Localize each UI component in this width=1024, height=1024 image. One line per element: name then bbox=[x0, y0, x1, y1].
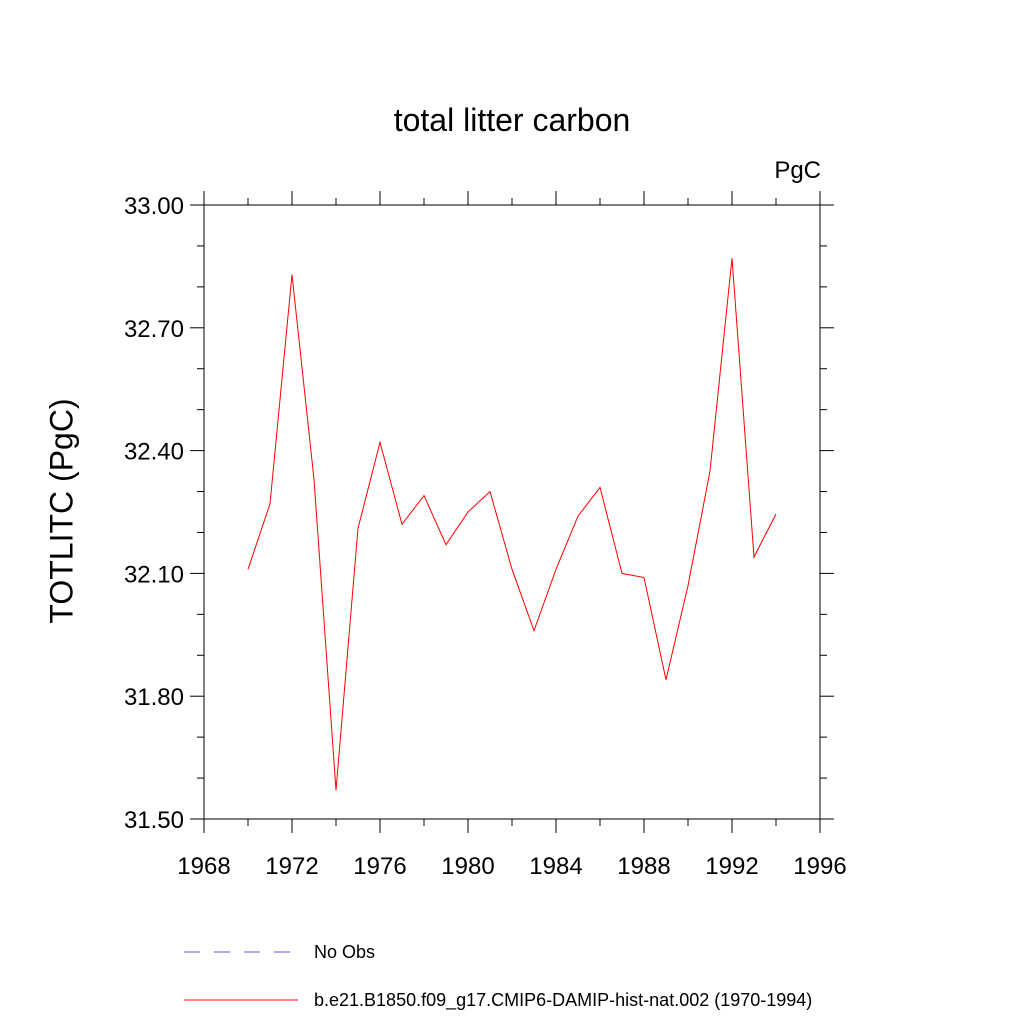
x-tick-label: 1996 bbox=[793, 853, 846, 880]
y-tick-label: 33.00 bbox=[124, 193, 184, 220]
x-tick-label: 1988 bbox=[617, 853, 670, 880]
chart-title: total litter carbon bbox=[393, 102, 631, 138]
x-tick-label: 1972 bbox=[265, 853, 318, 880]
legend: No Obs b.e21.B1850.f09_g17.CMIP6-DAMIP-hi… bbox=[184, 942, 812, 1011]
x-tick-label: 1980 bbox=[441, 853, 494, 880]
y-tick-label: 31.50 bbox=[124, 807, 184, 834]
units-label: PgC bbox=[774, 157, 821, 184]
y-tick-label: 31.80 bbox=[124, 684, 184, 711]
x-tick-label: 1992 bbox=[705, 853, 758, 880]
x-tick-label: 1968 bbox=[177, 853, 230, 880]
x-tick-label: 1976 bbox=[353, 853, 406, 880]
y-tick-label: 32.10 bbox=[124, 561, 184, 588]
legend-label-1: b.e21.B1850.f09_g17.CMIP6-DAMIP-hist-nat… bbox=[314, 990, 812, 1011]
y-tick-label: 32.40 bbox=[124, 439, 184, 466]
legend-label-0: No Obs bbox=[314, 942, 375, 962]
series-line-1 bbox=[247, 258, 777, 791]
axes: 1968 1972 1976 1980 1984 1988 1992 1996 31.50 31.… bbox=[124, 191, 847, 880]
x-tick-label: 1984 bbox=[529, 853, 582, 880]
y-tick-label: 32.70 bbox=[124, 316, 184, 343]
series-layer bbox=[247, 258, 777, 791]
